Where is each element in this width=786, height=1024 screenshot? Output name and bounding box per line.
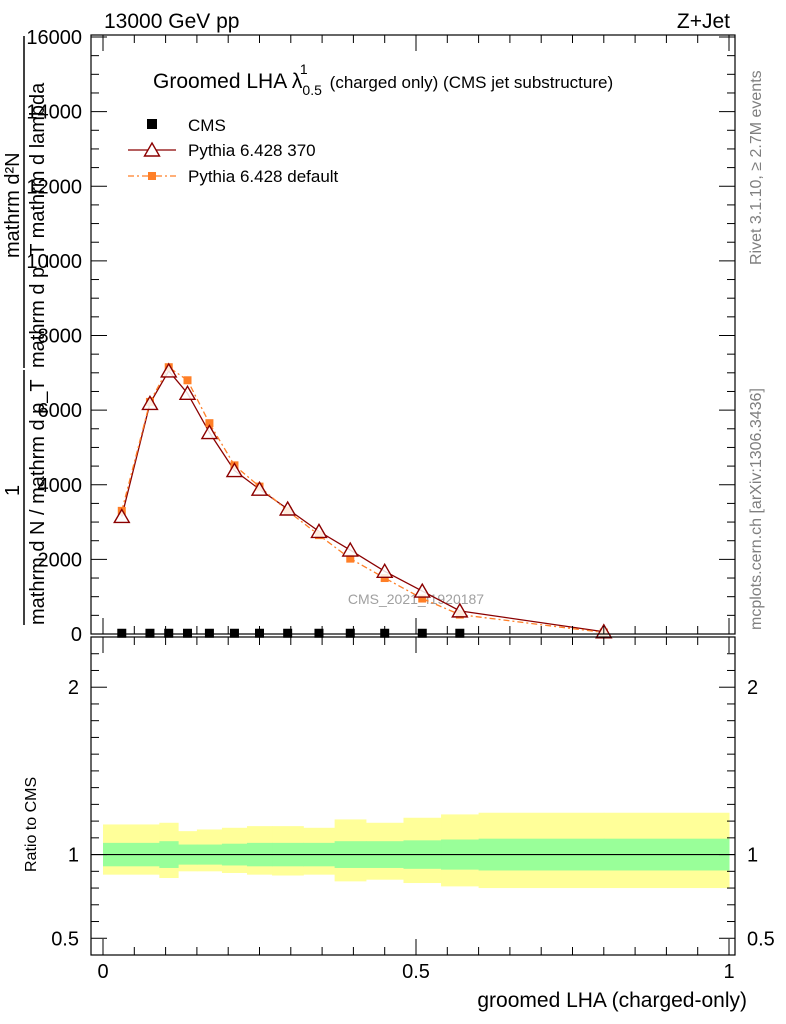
series-cms-point	[455, 628, 465, 638]
y-tick-label: 0	[71, 624, 82, 646]
y-tick-label: 12000	[26, 176, 82, 198]
series-p370-point	[113, 508, 131, 524]
y-tick-label: 4000	[38, 475, 83, 497]
series-p370-point	[160, 362, 178, 378]
watermark: CMS_2021_I1920187	[348, 591, 484, 607]
series-p370-point	[375, 562, 394, 579]
y-label-prefix-num: 1	[2, 485, 24, 496]
series-pdef-point	[346, 554, 355, 563]
y-tick-label: 2000	[38, 549, 83, 571]
x-tick-label: 0	[97, 961, 108, 983]
series-p370-point	[178, 384, 197, 401]
ratio-bands	[91, 812, 735, 889]
y-tick-label: 8000	[38, 326, 83, 348]
series-p370-point	[310, 522, 328, 539]
main-frame	[90, 34, 736, 635]
rivet-label: Rivet 3.1.10, ≥ 2.7M events	[748, 70, 765, 265]
y-tick-label: 10000	[26, 251, 82, 273]
chart-title: Groomed LHA λ0.5 1 (charged only) (CMS jet…	[153, 61, 613, 98]
series-cms-point	[164, 628, 174, 638]
ratio-y-tick-label-right: 1	[747, 845, 758, 867]
main-axes: 0 2000 4000 6000 8000 10000 12000 14000 16000	[26, 27, 736, 646]
ratio-y-tick-label: 2	[68, 677, 79, 699]
y-label-numerator: mathrm d²N	[2, 152, 24, 258]
series-pdef-point	[183, 376, 192, 385]
x-tick-label: 0.5	[402, 961, 430, 983]
series-p370-point	[451, 602, 469, 618]
legend-cms-label: CMS	[188, 116, 226, 135]
series-p370-point	[225, 462, 244, 478]
ratio-plot-panel: 0.5 0.5 1 1 2 2 0 0.5 1 Ratio to CMS groomed LHA…	[23, 636, 775, 1012]
series-p370-point	[141, 395, 159, 411]
series-cms-point	[283, 628, 293, 638]
series-cms-point	[183, 628, 193, 638]
series-cms-point	[117, 628, 127, 638]
ratio-y-tick-label-right: 0.5	[747, 928, 775, 950]
legend-p370-label: Pythia 6.428 370	[188, 141, 316, 160]
chart-title-main: Groomed LHA λ	[153, 70, 303, 93]
chart-title-sup: 1	[300, 61, 308, 77]
chart-title-suffix: (charged only) (CMS jet substructure)	[330, 73, 613, 92]
process-label: Z+Jet	[677, 10, 730, 33]
series-pdef-point	[418, 594, 427, 603]
series-cms-point	[345, 628, 355, 638]
main-plot-panel: CMS_2021_I1920187 0 2000 4000 6000 8000 10000…	[2, 27, 736, 646]
series-pdef-point	[205, 419, 214, 428]
legend-p370-marker	[143, 141, 161, 157]
x-axis-label: groomed LHA (charged-only)	[477, 989, 747, 1012]
legend-pdef-marker	[148, 172, 156, 180]
ratio-y-tick-label: 0.5	[51, 928, 79, 950]
series-p370-point	[341, 541, 359, 557]
ratio-axes: 0.5 0.5 1 1 2 2 0 0.5 1	[51, 636, 775, 983]
series-p370-point	[250, 480, 269, 496]
mcplots-label: mcplots.cern.ch [arXiv:1306.3436]	[748, 388, 765, 630]
y-label-denominator: mathrm d p_T mathrm d lambda	[27, 82, 49, 368]
main-series-group	[113, 362, 613, 639]
ratio-frame	[90, 636, 736, 956]
y-label-prefix-den: mathrm d N / mathrm d p_T	[27, 379, 49, 625]
series-cms-point	[229, 628, 239, 638]
series-cms-point	[204, 628, 214, 638]
series-p370-point	[278, 500, 297, 516]
ratio-y-tick-label: 1	[68, 845, 79, 867]
y-tick-label: 16000	[26, 27, 82, 49]
legend-pdef-label: Pythia 6.428 default	[188, 167, 339, 186]
ratio-y-label: Ratio to CMS	[23, 777, 40, 872]
series-p370-point	[200, 424, 219, 440]
series-cms-point	[145, 628, 155, 638]
y-tick-label: 6000	[38, 400, 83, 422]
series-pdef-point	[380, 574, 389, 583]
series-cms-point	[417, 628, 427, 638]
series-cms-point	[314, 628, 324, 638]
x-tick-label: 1	[723, 961, 734, 983]
y-axis-label: 1 mathrm d N / mathrm d p_T mathrm d²N m…	[2, 36, 49, 625]
ratio-y-tick-label-right: 2	[747, 677, 758, 699]
series-p370-point	[413, 582, 431, 598]
legend: CMS Pythia 6.428 370 Pythia 6.428 defaul…	[128, 116, 339, 186]
y-tick-label: 14000	[26, 102, 82, 124]
chart-title-sub: 0.5	[302, 82, 322, 98]
legend-cms-marker	[147, 119, 157, 129]
energy-label: 13000 GeV pp	[104, 10, 239, 33]
